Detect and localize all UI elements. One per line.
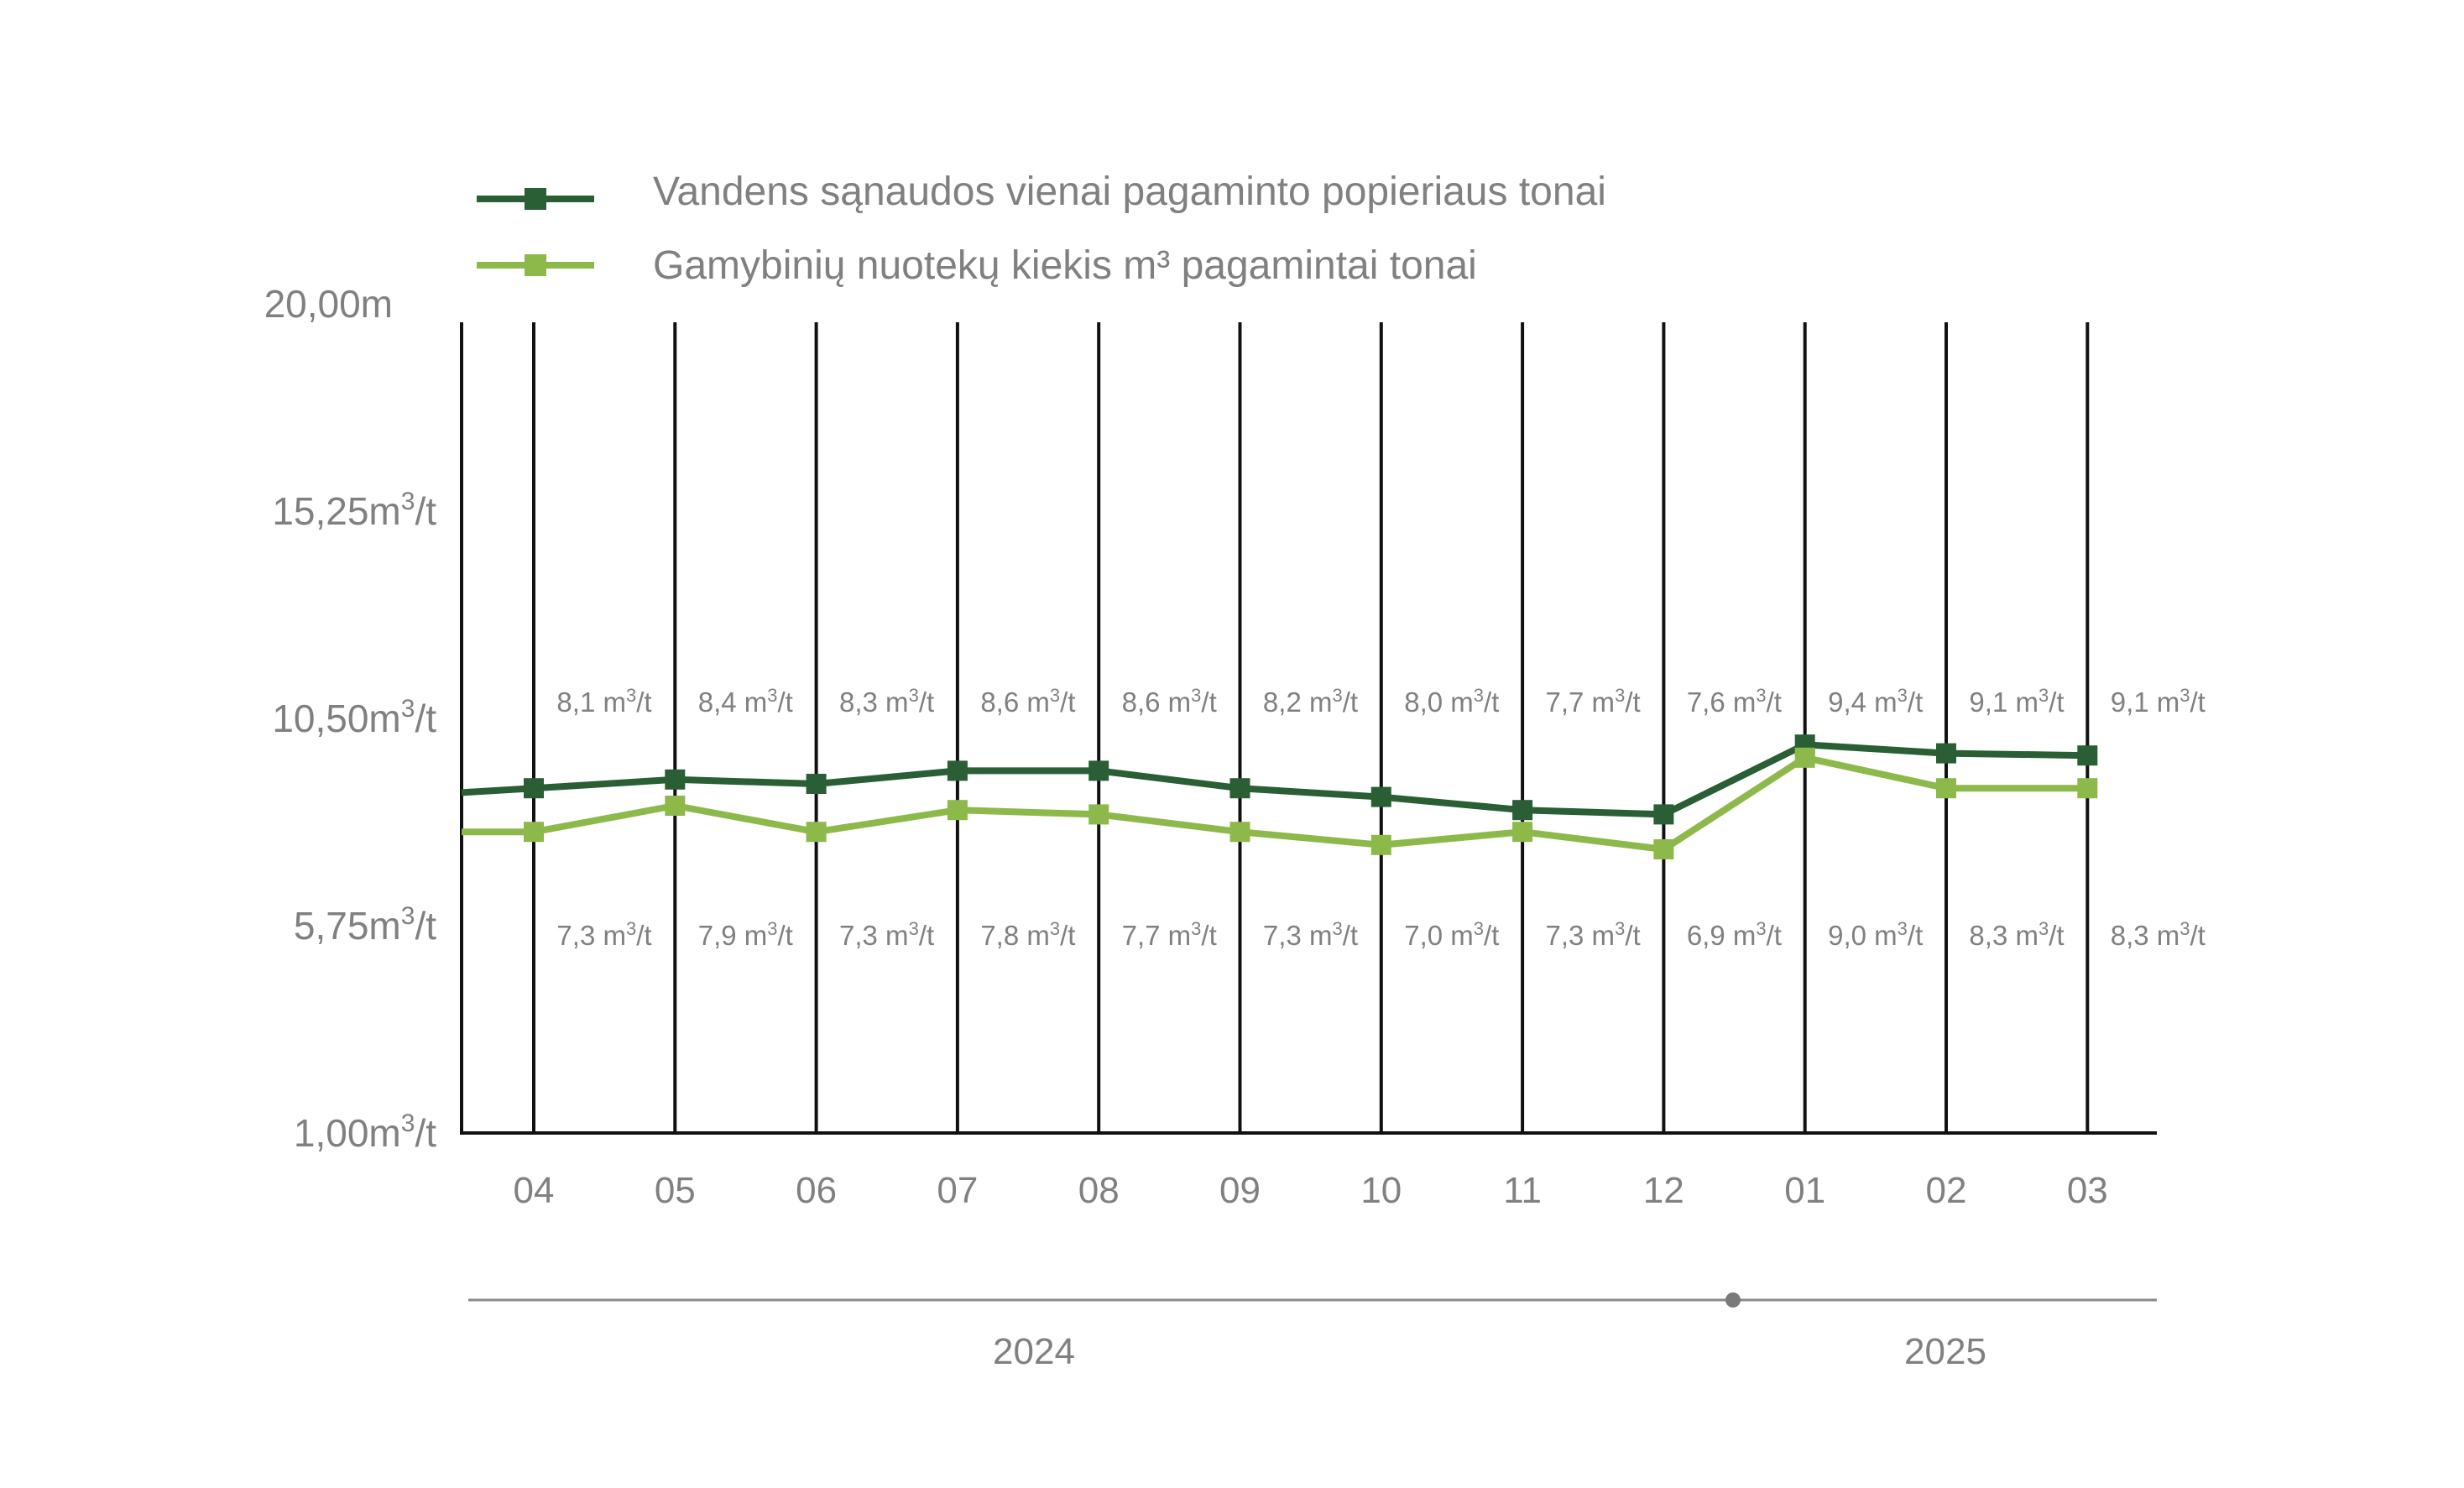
y-tick-label: 20,00m (264, 282, 393, 326)
year-timeline: 2024 2025 (468, 1292, 2157, 1372)
series-2-marker-04 (524, 822, 544, 843)
x-tick-label-09: 09 (1219, 1170, 1261, 1211)
series-2-marker-01 (1794, 747, 1815, 768)
series-1-marker-12 (1653, 804, 1674, 825)
series-2-marker-11 (1512, 822, 1533, 843)
x-tick-label-10: 10 (1360, 1170, 1402, 1211)
legend-marker-series-1 (525, 188, 546, 210)
x-tick-label-02: 02 (1926, 1170, 1967, 1211)
series-lines (461, 734, 2098, 859)
data-label-series-1-02: 9,1 m3/t (1969, 685, 2064, 718)
y-axis-labels: 20,00m 15,25m3/t 10,50m3/t 5,75m3/t 1,00m3/t (264, 282, 437, 1155)
series-line-2 (462, 754, 2088, 853)
series-2-marker-06 (806, 822, 827, 843)
data-label-series-2-06: 7,3 m3/t (839, 918, 934, 951)
data-label-series-1-09: 8,2 m3/t (1263, 685, 1358, 718)
series-1-marker-09 (1229, 778, 1250, 799)
series-2-marker-10 (1370, 834, 1391, 855)
series-2-marker-02 (1936, 778, 1956, 799)
data-label-series-2-09: 7,3 m3/t (1263, 918, 1358, 951)
data-label-series-2-03: 8,3 m3/t (2111, 918, 2206, 951)
x-tick-label-12: 12 (1643, 1170, 1684, 1211)
data-label-series-1-12: 7,6 m3/t (1687, 685, 1782, 718)
data-label-series-1-04: 8,1 m3/t (556, 685, 651, 718)
data-label-series-2-05: 7,9 m3/t (698, 918, 793, 951)
data-label-series-1-01: 9,4 m3/t (1828, 685, 1923, 718)
series-2-marker-12 (1653, 839, 1674, 859)
series-1-marker-05 (665, 769, 686, 790)
data-label-series-2-04: 7,3 m3/t (556, 918, 651, 951)
timeline-divider-dot (1725, 1292, 1741, 1308)
series-2-marker-08 (1088, 804, 1109, 825)
data-label-series-1-03: 9,1 m3/t (2111, 685, 2206, 718)
data-label-series-2-11: 7,3 m3/t (1546, 918, 1641, 951)
legend-marker-series-2 (525, 254, 546, 276)
series-1-marker-10 (1370, 786, 1391, 807)
x-tick-label-07: 07 (937, 1170, 978, 1211)
y-tick-label: 15,25m3/t (272, 488, 436, 533)
series-2-marker-09 (1229, 822, 1250, 843)
series-1-marker-06 (806, 774, 827, 794)
x-tick-label-04: 04 (514, 1170, 555, 1211)
data-label-series-1-06: 8,3 m3/t (839, 685, 934, 718)
series-1-marker-11 (1512, 800, 1533, 821)
x-tick-label-03: 03 (2067, 1170, 2108, 1211)
data-label-series-2-02: 8,3 m3/t (1969, 918, 2064, 951)
x-tick-label-08: 08 (1078, 1170, 1120, 1211)
legend-label-series-1: Vandens sąnaudos vienai pagaminto popier… (653, 170, 1606, 214)
series-1-marker-02 (1936, 743, 1956, 764)
data-label-series-2-10: 7,0 m3/t (1404, 918, 1499, 951)
x-axis-labels: 04 05 06 07 08 09 10 11 12 01 02 03 (514, 1170, 2108, 1211)
series-2-marker-05 (665, 796, 686, 816)
grid-lines (460, 322, 2157, 1135)
series-line-1 (461, 741, 2088, 818)
data-label-series-1-11: 7,7 m3/t (1546, 685, 1641, 718)
y-tick-label: 10,50m3/t (272, 695, 436, 740)
series-1-marker-04 (524, 778, 544, 799)
series-1-marker-03 (2077, 745, 2098, 766)
year-label-2025: 2025 (1904, 1331, 1986, 1372)
series-1-marker-08 (1088, 760, 1109, 781)
y-tick-label: 1,00m3/t (294, 1109, 436, 1155)
x-tick-label-06: 06 (796, 1170, 837, 1211)
data-label-series-1-10: 8,0 m3/t (1404, 685, 1499, 718)
x-tick-label-11: 11 (1503, 1170, 1542, 1211)
data-labels: 8,1 m3/t 8,4 m3/t 8,3 m3/t 8,6 m3/t 8,6 m3/t… (556, 685, 2205, 951)
x-tick-label-01: 01 (1784, 1170, 1825, 1211)
data-label-series-2-12: 6,9 m3/t (1687, 918, 1782, 951)
data-label-series-2-07: 7,8 m3/t (980, 918, 1075, 951)
data-label-series-1-07: 8,6 m3/t (980, 685, 1075, 718)
y-tick-label: 5,75m3/t (294, 902, 436, 948)
series-1-marker-07 (947, 760, 968, 781)
legend-label-series-2: Gamybinių nuotekų kiekis m³ pagamintai t… (653, 243, 1477, 288)
x-tick-label-05: 05 (655, 1170, 696, 1211)
series-2-marker-03 (2077, 778, 2098, 799)
series-2-marker-07 (947, 800, 968, 821)
data-label-series-2-08: 7,7 m3/t (1122, 918, 1217, 951)
data-label-series-1-08: 8,6 m3/t (1122, 685, 1217, 718)
data-label-series-1-05: 8,4 m3/t (698, 685, 793, 718)
year-label-2024: 2024 (993, 1331, 1075, 1372)
legend: Vandens sąnaudos vienai pagaminto popier… (477, 170, 1606, 288)
data-label-series-2-01: 9,0 m3/t (1828, 918, 1923, 951)
